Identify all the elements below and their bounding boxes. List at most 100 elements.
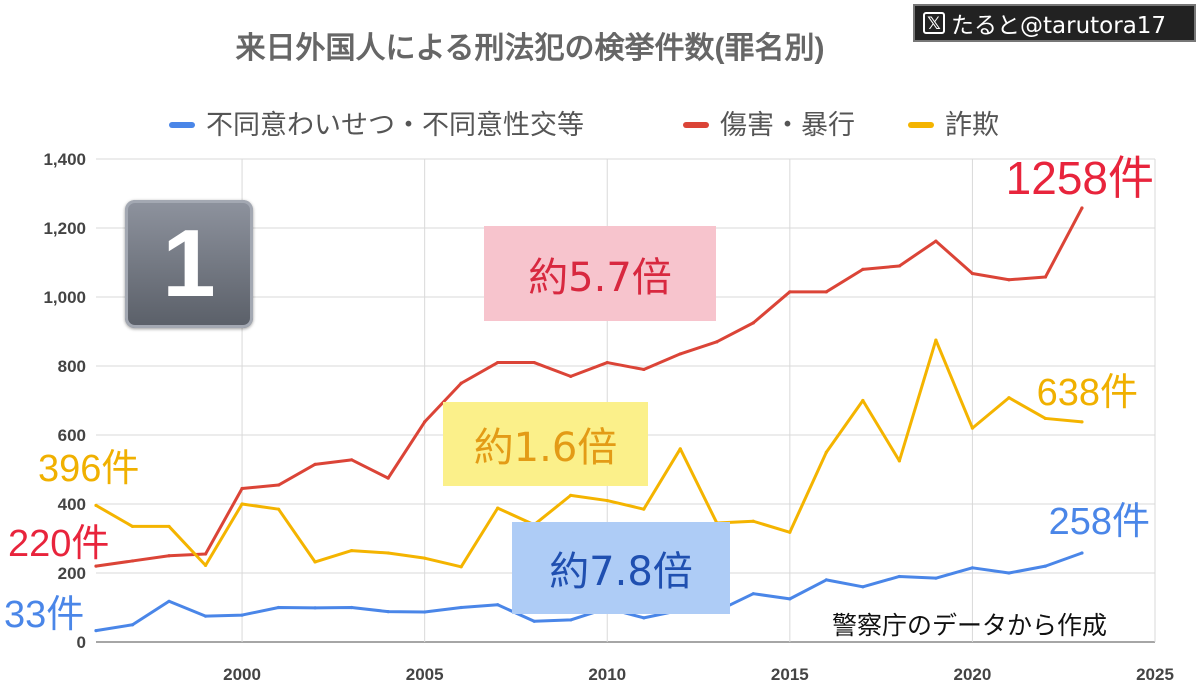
ratio-callout-sexual: 約7.8倍 [512,522,730,614]
data-point [751,519,755,523]
data-point [642,616,646,620]
data-point [1007,396,1011,400]
value-annotation-start-blue: 33件 [4,594,84,636]
chart-title: 来日外国人による刑法犯の検挙件数(罪名別) [235,32,824,65]
data-point [496,603,500,607]
y-tick-label: 1,400 [43,150,86,169]
data-point [1043,275,1048,279]
data-point [167,524,171,529]
data-point [459,605,463,610]
data-point [94,503,98,507]
value-annotation-start-yellow: 396件 [38,448,139,490]
data-point [569,493,573,497]
data-point [203,552,208,556]
badge-number: 1 [162,210,216,317]
data-point [130,524,135,529]
data-point [824,450,828,454]
data-point [386,610,390,614]
data-point [934,239,938,243]
data-point [1007,278,1011,282]
data-point [496,506,500,510]
y-tick-label: 1,200 [43,219,86,238]
ratio-label-sexual: 約7.8倍 [549,549,693,595]
keycap-number-badge: 1 [125,200,253,328]
data-point [605,360,609,365]
data-point [788,290,792,294]
data-point [861,398,865,403]
data-point [313,606,317,610]
data-point [240,486,244,491]
data-point [897,264,901,268]
value-annotation-end-red: 1258件 [1006,152,1154,204]
data-point [350,458,354,462]
data-point [94,564,98,568]
data-point [203,614,208,618]
data-point [532,360,536,365]
data-point [751,321,755,325]
data-point [459,565,463,569]
data-point [350,548,354,553]
author-credit: 𝕏 たると@tarutora17 [913,4,1196,42]
data-point [751,592,755,596]
data-point [715,340,719,344]
data-point [130,559,135,563]
data-point [240,502,244,506]
value-annotation-end-yellow: 638件 [1037,372,1138,414]
ratio-callout-assault: 約5.7倍 [484,226,716,321]
data-point [861,267,865,271]
x-tick-label: 2000 [223,665,261,684]
data-point [678,352,682,356]
series-line-2 [95,338,1083,569]
data-point [788,597,792,601]
legend-label: 傷害・暴行 [720,110,855,140]
y-tick-label: 200 [58,564,86,583]
series-line-1 [95,207,1084,568]
data-point [970,426,975,430]
data-point [678,447,682,451]
data-point [897,574,901,579]
data-point [423,420,427,424]
y-tick-label: 600 [58,426,86,445]
ratio-label-assault: 約5.7倍 [528,254,672,301]
data-point [642,507,646,511]
value-annotation-start-red: 220件 [8,523,109,565]
data-point [313,462,317,466]
data-point [642,367,646,372]
x-tick-label: 2010 [588,665,626,684]
data-point [423,610,427,614]
x-logo-icon: 𝕏 [923,12,945,34]
data-point [94,629,98,633]
data-series [94,206,1084,633]
data-point [824,290,828,294]
y-tick-label: 400 [58,495,86,514]
x-tick-label: 2005 [406,665,444,684]
data-point [788,530,792,534]
author-handle: たると@tarutora17 [951,13,1167,39]
ratio-callout-fraud: 約1.6倍 [443,402,648,486]
legend-label: 不同意わいせつ・不同意性交等 [206,110,584,140]
data-point [1080,420,1084,424]
data-point [569,374,573,378]
y-tick-label: 800 [58,357,86,376]
data-point [1043,416,1048,421]
y-tick-label: 0 [77,633,86,652]
data-point [861,585,865,589]
data-point [130,623,135,627]
value-annotation-end-blue: 258件 [1049,501,1150,543]
data-point [167,554,171,558]
y-tick-label: 1,000 [43,288,86,307]
data-point [203,563,208,568]
x-tick-label: 2015 [771,665,809,684]
annotations: 396件 220件 33件 1258件 638件 258件 [4,152,1154,636]
data-point [532,619,536,623]
legend: 不同意わいせつ・不同意性交等 傷害・暴行 詐欺 [169,110,999,140]
x-tick-label: 2020 [953,665,991,684]
data-point [569,618,573,622]
x-tick-label: 2025 [1136,665,1174,684]
data-point [897,459,901,463]
data-point [423,556,427,560]
data-point [386,476,390,480]
data-point [313,560,317,564]
data-point [350,605,354,610]
